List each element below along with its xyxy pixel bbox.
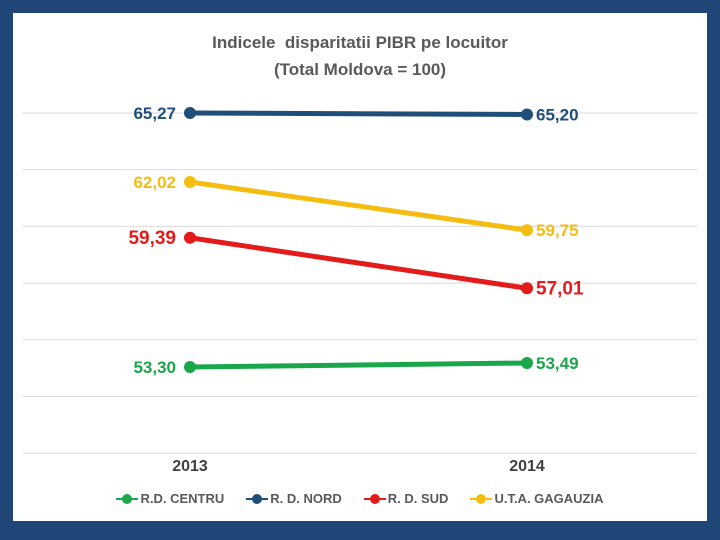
data-point	[184, 107, 196, 119]
data-label: 53,49	[536, 354, 579, 373]
legend-label: R. D. NORD	[270, 491, 342, 506]
data-label: 65,27	[133, 104, 176, 123]
legend-swatch	[363, 493, 386, 504]
legend-swatch	[246, 493, 269, 504]
data-point	[184, 175, 196, 188]
data-label: 62,02	[133, 173, 176, 192]
series-line	[187, 235, 530, 291]
data-label: 59,39	[128, 228, 176, 249]
line-chart: 2013 2014 53,30 53,49 65,27 65,20 59,39 57,01 62…	[23, 104, 697, 475]
legend-label: R. D. SUD	[387, 491, 449, 506]
x-tick-label: 2013	[172, 458, 208, 475]
legend-swatch	[116, 493, 139, 504]
data-point	[184, 231, 196, 244]
series-line	[187, 110, 530, 117]
legend-item: R. D. NORD	[246, 491, 342, 506]
data-label: 59,75	[536, 221, 579, 240]
legend-label: R.D. CENTRU	[140, 491, 225, 506]
legend-item: R.D. CENTRU	[116, 491, 224, 506]
data-point	[521, 282, 533, 295]
legend-label: U.T.A. GAGAUZIA	[494, 491, 604, 506]
legend-swatch	[470, 493, 493, 504]
legend-item: U.T.A. GAGAUZIA	[470, 491, 604, 506]
data-point	[521, 356, 533, 369]
series-line	[187, 179, 530, 233]
data-point	[521, 108, 533, 121]
data-point	[521, 224, 533, 237]
data-label: 53,30	[133, 358, 176, 377]
data-label: 57,01	[536, 278, 584, 299]
chart-panel: Indicele disparitatii PIBR pe locuitor (…	[13, 13, 707, 521]
data-point	[184, 361, 196, 374]
chart-title-line1: Indicele disparitatii PIBR pe locuitor	[212, 33, 508, 52]
x-tick-label: 2014	[509, 458, 545, 475]
data-label: 65,20	[536, 105, 579, 124]
legend-item: R. D. SUD	[363, 491, 449, 506]
chart-legend: R.D. CENTRU R. D. NORD R. D. SUD U.T.A. GAG…	[13, 491, 707, 506]
chart-title-line2: (Total Moldova = 100)	[273, 60, 447, 79]
chart-title: Indicele disparitatii PIBR pe locuitor (…	[13, 29, 707, 83]
series-line	[187, 360, 530, 370]
